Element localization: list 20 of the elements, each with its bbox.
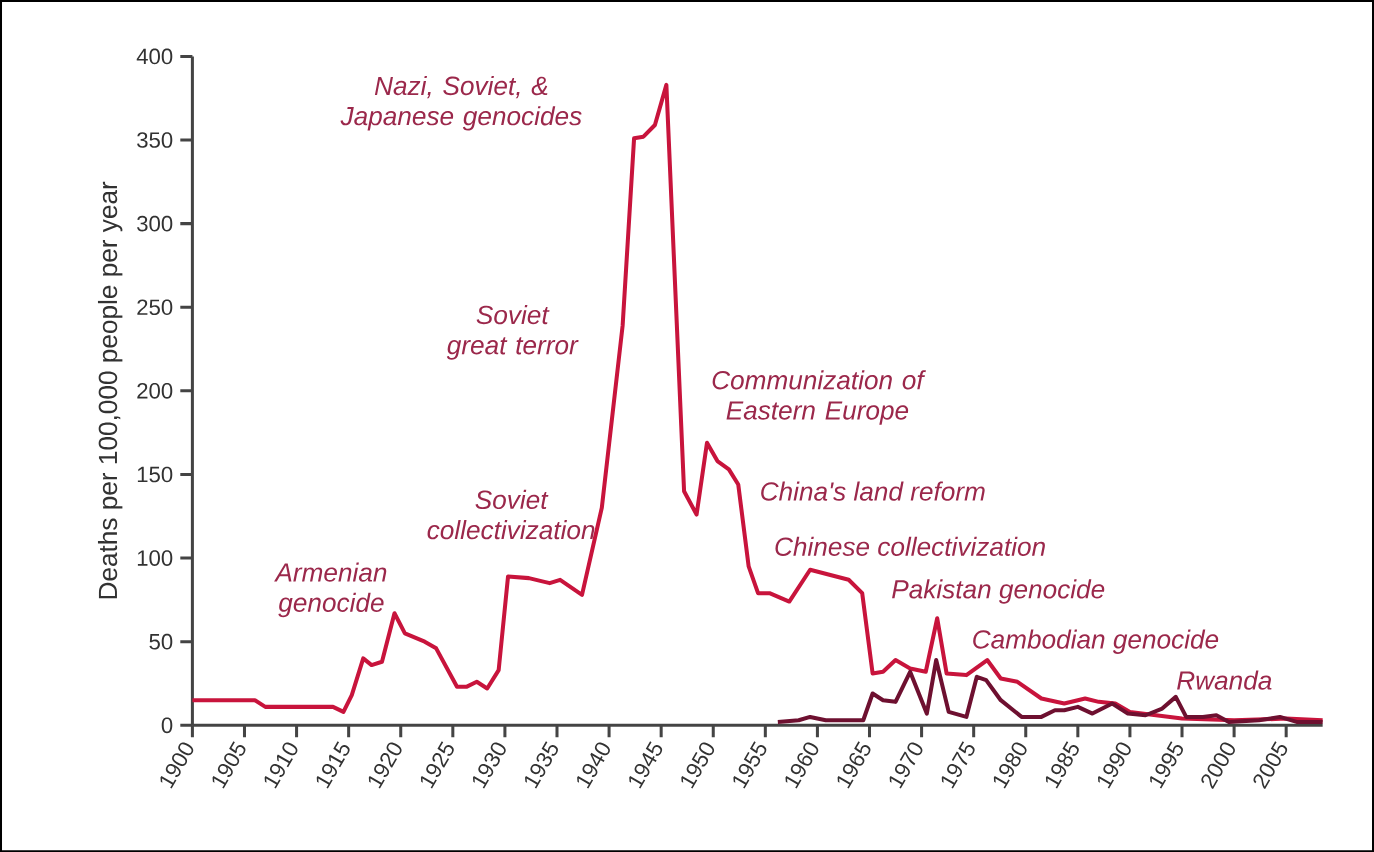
y-tick-label: 350 bbox=[137, 132, 173, 148]
y-tick-label: 200 bbox=[137, 382, 173, 399]
annotation: Chinese collectivization bbox=[775, 536, 1045, 556]
annotation: Communization of Eastern Europe bbox=[712, 370, 926, 425]
annotation: Pakistan genocide bbox=[892, 579, 1105, 604]
annotation: Soviet great terror bbox=[446, 304, 579, 360]
y-tick-label: 400 bbox=[136, 48, 173, 65]
y-tick-label: 150 bbox=[137, 466, 173, 483]
y-tick-label: 100 bbox=[137, 550, 173, 566]
y-tick-label: 0 bbox=[161, 717, 173, 734]
y-axis-title: Deaths per 100,000 people per year bbox=[97, 181, 123, 599]
y-tick-label: 250 bbox=[137, 299, 173, 315]
annotation: Soviet collectivization bbox=[427, 489, 595, 540]
annotation: Nazi, Soviet, & Japanese genocides bbox=[340, 75, 582, 131]
y-tick-label: 50 bbox=[149, 633, 173, 650]
y-tick-label: 300 bbox=[137, 215, 173, 232]
annotation: Rwanda bbox=[1177, 670, 1272, 690]
annotation: Armenian genocide bbox=[274, 562, 387, 618]
annotation: Cambodian genocide bbox=[973, 629, 1219, 654]
annotation: China's land reform bbox=[761, 481, 985, 501]
